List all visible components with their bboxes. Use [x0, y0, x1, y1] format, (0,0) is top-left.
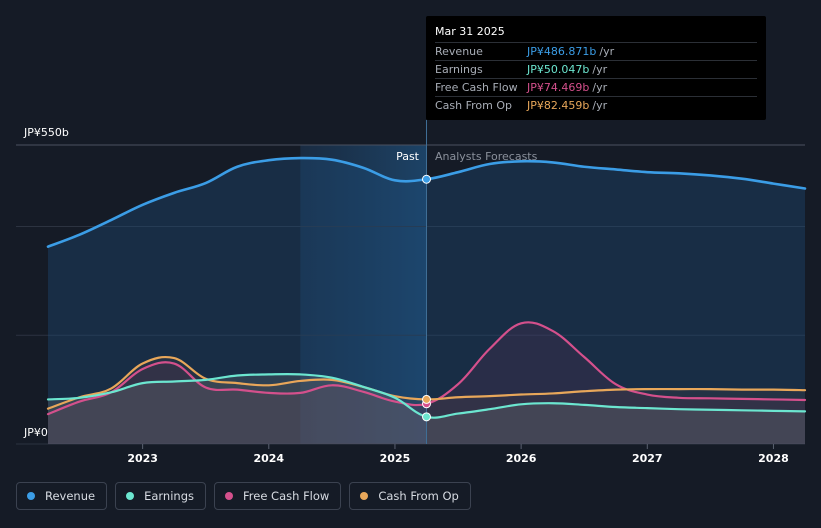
tooltip-label: Cash From Op [435, 99, 513, 112]
forecast-label: Analysts Forecasts [435, 150, 538, 163]
tooltip-value: JP¥486.871b [527, 45, 597, 58]
tooltip-label: Free Cash Flow [435, 81, 518, 94]
tooltip-date: Mar 31 2025 [435, 25, 505, 38]
revenue-marker[interactable] [422, 174, 431, 184]
tooltip-label: Earnings [435, 63, 483, 76]
tooltip-row: Free Cash Flow JP¥74.469b/yr [435, 78, 757, 96]
x-tick-label: 2023 [127, 452, 158, 465]
tooltip-row: Cash From Op JP¥82.459b/yr [435, 96, 757, 114]
tooltip-row: Earnings JP¥50.047b/yr [435, 60, 757, 78]
y-tick-label: JP¥0 [23, 426, 48, 439]
tooltip-unit: /yr [599, 45, 615, 58]
free-cash-flow-dot-icon [225, 492, 233, 500]
x-tick-label: 2026 [506, 452, 537, 465]
earnings-dot-icon [126, 492, 135, 500]
legend-item-cash-from-op[interactable]: Cash From Op [349, 482, 471, 510]
legend-item-free-cash-flow[interactable]: Free Cash Flow [214, 482, 342, 510]
tooltip-label: Revenue [435, 45, 483, 58]
tooltip-value: JP¥50.047b [527, 63, 590, 76]
tooltip-row: Revenue JP¥486.871b/yr [435, 42, 757, 60]
past-label: Past [396, 150, 420, 163]
legend: Revenue Earnings Free Cash Flow Cash From O… [16, 482, 471, 510]
earnings-marker[interactable] [422, 412, 431, 422]
x-tick-label: 2025 [380, 452, 411, 465]
tooltip: Mar 31 2025 Revenue JP¥486.871b/yr Earning… [426, 16, 766, 120]
legend-label: Revenue [45, 489, 96, 503]
x-tick-label: 2024 [253, 452, 284, 465]
legend-label: Earnings [144, 489, 194, 503]
tooltip-value: JP¥82.459b [527, 99, 590, 112]
x-tick-label: 2028 [758, 452, 789, 465]
earnings-area [48, 374, 805, 444]
free-cash-flow-area [48, 322, 805, 444]
legend-label: Free Cash Flow [243, 489, 330, 503]
legend-item-earnings[interactable]: Earnings [115, 482, 206, 510]
tooltip-unit: /yr [592, 81, 608, 94]
legend-label: Cash From Op [378, 489, 459, 503]
cash-from-op-marker[interactable] [422, 394, 431, 404]
tooltip-unit: /yr [592, 99, 608, 112]
revenue-dot-icon [27, 492, 35, 500]
cash-from-op-dot-icon [360, 492, 369, 500]
legend-item-revenue[interactable]: Revenue [16, 482, 108, 510]
tooltip-unit: /yr [592, 63, 608, 76]
tooltip-value: JP¥74.469b [527, 81, 590, 94]
past-highlight-band [300, 145, 427, 444]
y-tick-label: JP¥550b [23, 126, 69, 139]
x-tick-label: 2027 [632, 452, 663, 465]
